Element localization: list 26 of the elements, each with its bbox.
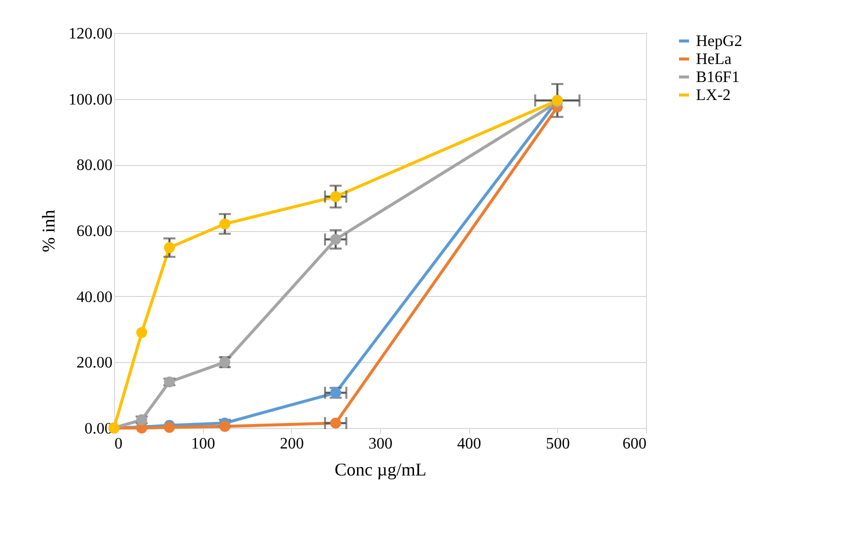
x-tick-label: 0 xyxy=(114,436,122,452)
y-tick-label: 80.00 xyxy=(76,157,112,174)
x-tick-label: 500 xyxy=(546,436,570,452)
y-tick-label: 40.00 xyxy=(76,288,112,306)
y-axis-title: % inh xyxy=(38,210,58,252)
point xyxy=(330,234,342,245)
y-tick-label: 20.00 xyxy=(76,354,112,372)
legend-label: HepG2 xyxy=(696,33,742,50)
legend-label: B16F1 xyxy=(696,69,740,86)
x-tick-label: 100 xyxy=(191,436,216,452)
point xyxy=(219,420,230,432)
x-tick-label: 600 xyxy=(622,436,646,452)
legend-label: LX-2 xyxy=(696,87,731,104)
x-tick-label: 200 xyxy=(280,436,304,452)
legend-label: HeLa xyxy=(696,51,732,68)
x-axis-title: Conc µg/mL xyxy=(334,460,426,480)
point xyxy=(330,418,342,429)
y-tick-label: 100.00 xyxy=(68,91,112,108)
x-tick-label: 400 xyxy=(457,436,482,452)
point xyxy=(164,242,175,254)
x-tick-label: 300 xyxy=(368,436,392,452)
point xyxy=(330,191,342,202)
y-tick-label: 120.00 xyxy=(68,26,112,42)
point xyxy=(136,327,148,338)
y-tick-label: 60.00 xyxy=(76,223,112,240)
point xyxy=(219,218,230,230)
